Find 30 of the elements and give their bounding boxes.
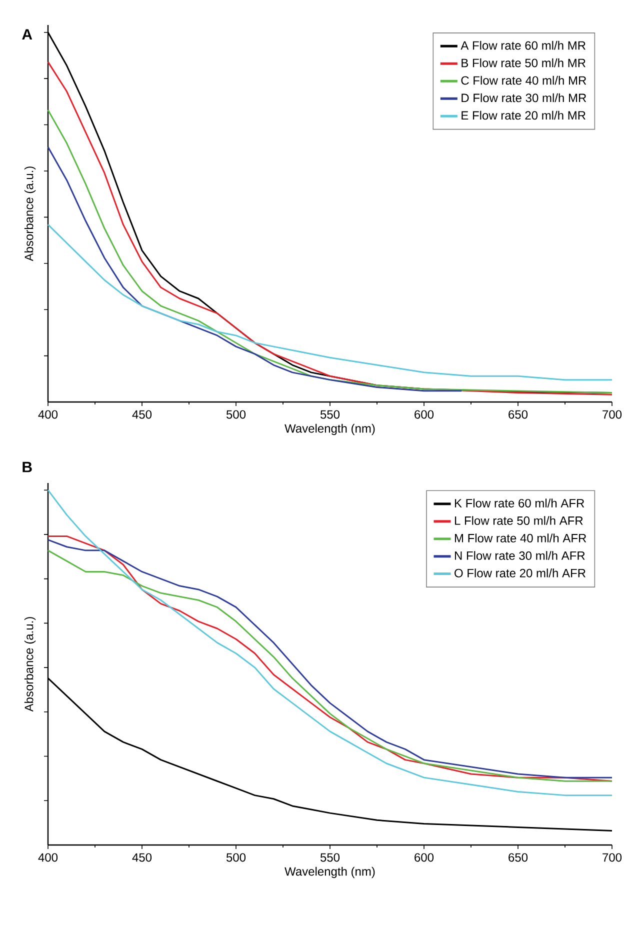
legend-label: N Flow rate 30 ml/h AFR <box>454 551 585 560</box>
x-tick-label: 400 <box>38 410 58 419</box>
x-tick-label: 550 <box>320 410 340 419</box>
legend-label: B Flow rate 50 ml/h MR <box>462 58 586 68</box>
legend-label: L Flow rate 50 ml/h AFR <box>454 516 583 525</box>
x-tick-label: 500 <box>226 853 246 862</box>
legend-label: O Flow rate 20 ml/h AFR <box>454 568 586 578</box>
text: B <box>22 462 32 472</box>
x-tick-label: 450 <box>132 410 152 419</box>
legend-label: D Flow rate 30 ml/h MR <box>462 93 586 102</box>
x-tick-label: 700 <box>602 410 622 419</box>
x-tick-label: 700 <box>602 853 622 862</box>
legend-label: A Flow rate 60 ml/h MR <box>460 40 586 50</box>
y-axis-title: Absorbance (a.u.) <box>24 617 36 712</box>
x-tick-label: 650 <box>508 853 528 862</box>
x-tick-label: 550 <box>320 853 340 862</box>
x-tick-label: 600 <box>414 853 434 862</box>
x-tick-label: 600 <box>414 410 434 419</box>
x-axis-title: Wavelength (nm) <box>284 866 375 878</box>
x-tick-label: 650 <box>508 410 528 419</box>
x-tick-label: 450 <box>132 853 152 862</box>
x-tick-label: 500 <box>226 410 246 419</box>
legend-label: C Flow rate 40 ml/h MR <box>461 76 586 85</box>
x-tick-label: 400 <box>38 853 58 862</box>
legend-label: M Flow rate 40 ml/h AFR <box>454 534 586 542</box>
legend-label: K Flow rate 60 ml/h AFR <box>454 498 584 508</box>
legend-label: E Flow rate 20 ml/h MR <box>462 110 586 120</box>
text: A <box>22 29 32 40</box>
x-axis-title: Wavelength (nm) <box>284 424 375 436</box>
y-axis-title: Absorbance (a.u.) <box>24 166 36 262</box>
